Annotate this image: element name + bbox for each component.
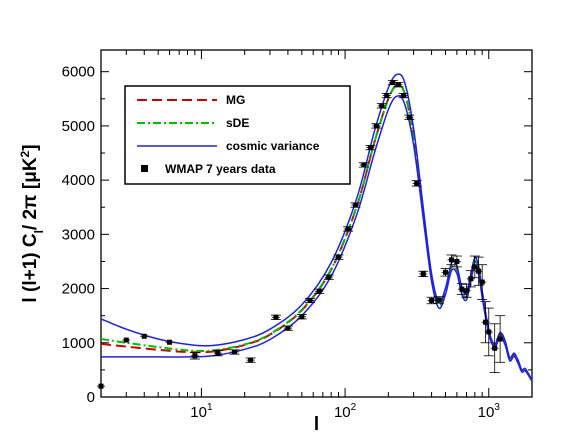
data-point: [418, 270, 429, 278]
data-point: [122, 337, 131, 343]
data-point: [343, 226, 354, 232]
legend-marker: [141, 165, 148, 172]
observation-points: [97, 79, 506, 389]
data-point: [212, 349, 223, 357]
data-point: [350, 202, 361, 208]
data-point: [140, 333, 149, 339]
y-tick-label: 5000: [62, 118, 95, 135]
y-axis-label-close: ]: [20, 144, 41, 150]
data-point: [189, 352, 200, 360]
data-point: [489, 323, 500, 374]
data-point: [404, 114, 415, 120]
data-point: [446, 254, 457, 266]
series-line-3: [100, 95, 533, 382]
data-point: [393, 82, 404, 88]
legend: MG sDE cosmic variance WMAP 7 years data: [124, 85, 351, 185]
legend-item: sDE: [137, 116, 249, 130]
x-tick-label: 102: [334, 402, 357, 421]
data-point: [440, 268, 451, 277]
data-point: [245, 357, 256, 363]
data-point: [465, 270, 476, 288]
y-tick-label: 3000: [62, 226, 95, 243]
series-layer: [100, 73, 533, 382]
y-tick-label: 0: [87, 389, 95, 406]
data-point: [495, 315, 506, 363]
data-point: [376, 103, 387, 109]
data-point: [333, 254, 344, 260]
data-point: [97, 383, 105, 389]
data-point: [323, 274, 334, 280]
data-point: [411, 180, 422, 187]
y-axis-label-main: l (l+1) C: [20, 233, 41, 302]
y-tick-label: 1000: [62, 335, 95, 352]
data-point: [305, 297, 316, 304]
data-point: [461, 283, 472, 298]
legend-item: cosmic variance: [137, 139, 320, 153]
plot-area: [100, 49, 533, 398]
legend-item: MG: [137, 93, 245, 107]
y-axis-label-sub: l: [32, 230, 46, 233]
x-tick-label: 103: [478, 402, 501, 421]
y-axis-label: l (l+1) Cl/ 2π [μK2]: [18, 144, 46, 302]
y-tick-label: 2000: [62, 281, 95, 298]
data-point: [371, 123, 382, 129]
data-point: [469, 255, 480, 279]
legend-label: cosmic variance: [226, 139, 320, 153]
legend-label: sDE: [226, 116, 249, 130]
legend-items: MG sDE cosmic variance WMAP 7 years data: [137, 93, 320, 176]
data-point: [483, 307, 494, 357]
y-tick-label: 4000: [62, 172, 95, 189]
data-point: [381, 92, 392, 99]
x-tick-label: 101: [190, 402, 213, 421]
data-point: [165, 339, 174, 345]
data-point: [398, 92, 409, 99]
data-point: [365, 145, 376, 151]
data-point: [229, 349, 240, 355]
y-axis-label-tail: / 2π [μK: [20, 157, 41, 230]
legend-label: WMAP 7 years data: [165, 162, 276, 176]
legend-label: MG: [226, 93, 245, 107]
data-point: [451, 255, 462, 268]
series-line-2: [100, 73, 533, 381]
data-point: [296, 314, 307, 320]
data-point: [314, 288, 325, 294]
y-tick-label: 6000: [62, 64, 95, 81]
y-axis-label-sup: 2: [18, 150, 32, 157]
data-point: [282, 325, 293, 331]
data-point: [358, 162, 369, 168]
x-axis-label: l: [314, 414, 319, 435]
plot-frame: [100, 49, 533, 398]
legend-item: WMAP 7 years data: [141, 162, 276, 176]
legend-box: [124, 85, 351, 185]
data-point: [433, 296, 444, 304]
y-axis-ticks: 0 1000 2000 3000 4000 5000 6000: [62, 64, 532, 406]
data-point: [477, 264, 488, 300]
data-point: [270, 314, 281, 320]
x-axis-ticks: 101 102 103: [100, 50, 533, 421]
data-point: [426, 296, 437, 305]
